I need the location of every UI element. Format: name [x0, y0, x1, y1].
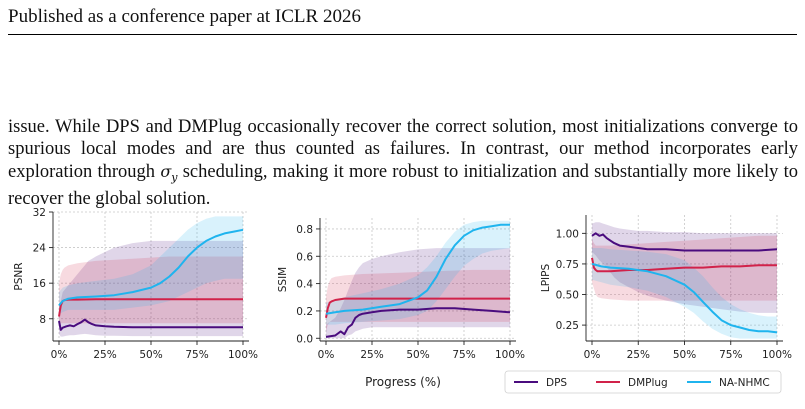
x-tick-label: 25%: [627, 349, 650, 361]
band-na-nhmc: [59, 216, 243, 315]
x-tick-label: 0%: [318, 349, 335, 361]
legend-label-na-nhmc: NA-NHMC: [719, 377, 770, 389]
legend-label-dmplug: DMPlug: [628, 377, 668, 389]
y-tick-label: 0.75: [556, 259, 579, 271]
paragraph-text-2: scheduling, making it more robust to ini…: [8, 161, 799, 209]
x-axis-label: Progress (%): [365, 375, 441, 389]
y-tick-label: 0.6: [296, 251, 313, 263]
series-line-dps: [591, 232, 778, 252]
y-tick-label: 8: [39, 314, 46, 326]
x-tick-label: 100%: [762, 349, 792, 361]
x-tick-label: 100%: [495, 349, 525, 361]
chart-panel-psnr: 0% 25% 50% 75% 100% 8 16 24 32 PSNR: [13, 207, 258, 361]
y-tick-label: 24: [33, 243, 47, 255]
y-tick-label: 32: [33, 207, 46, 219]
y-tick-label: 0.0: [296, 333, 313, 345]
series-line-dmplug: [591, 257, 777, 273]
legend-frame: [504, 370, 782, 394]
y-tick-label: 0.2: [296, 306, 313, 318]
sigma-symbol: σy: [160, 161, 178, 184]
x-tick-label: 50%: [673, 349, 696, 361]
y-axis-label: PSNR: [13, 262, 25, 290]
y-axis-label: SSIM: [277, 267, 289, 293]
x-tick-label: 0%: [584, 349, 601, 361]
y-tick-label: 0.4: [296, 279, 313, 291]
x-tick-label: 75%: [452, 349, 475, 361]
series-line-dmplug: [325, 297, 510, 318]
band-dps: [326, 248, 510, 339]
x-tick-label: 75%: [719, 349, 742, 361]
y-tick-label: 16: [33, 278, 47, 290]
band-dmplug: [59, 256, 243, 328]
series-line-dps: [58, 318, 243, 331]
chart-panel-ssim: 0% 25% 50% 75% 100% 0.0 0.2 0.4 0.6 0.8 SSIM: [277, 218, 525, 361]
series-line-na-nhmc: [591, 262, 778, 334]
y-axis-label: LPIPS: [540, 264, 552, 293]
y-tick-label: 0.8: [296, 224, 313, 236]
band-dmplug: [326, 269, 510, 332]
x-tick-label: 75%: [185, 349, 208, 361]
legend-label-dps: DPS: [546, 377, 567, 389]
y-tick-label: 1.00: [556, 228, 579, 240]
legend: DPS DMPlug NA-NHMC: [504, 370, 782, 394]
paragraph-text-1: issue. While DPS and DMPlug occasionally…: [8, 117, 798, 182]
body-paragraph: issue. While DPS and DMPlug occasionally…: [8, 117, 798, 210]
x-tick-label: 25%: [360, 349, 383, 361]
x-tick-label: 50%: [139, 349, 162, 361]
chart-panel-lpips: 0% 25% 50% 75% 100% 0.25 0.50 0.75 1.00 LPIPS: [540, 215, 792, 361]
x-tick-label: 50%: [406, 349, 429, 361]
running-header: Published as a conference paper at ICLR …: [8, 6, 797, 35]
x-tick-label: 0%: [51, 349, 68, 361]
y-tick-label: 0.25: [556, 320, 579, 332]
series-line-na-nhmc: [325, 223, 510, 315]
series-line-na-nhmc: [58, 228, 244, 307]
series-line-dps: [325, 307, 511, 338]
x-tick-label: 25%: [93, 349, 116, 361]
band-dps: [59, 240, 243, 337]
x-tick-label: 100%: [228, 349, 258, 361]
y-tick-label: 0.50: [556, 290, 579, 302]
